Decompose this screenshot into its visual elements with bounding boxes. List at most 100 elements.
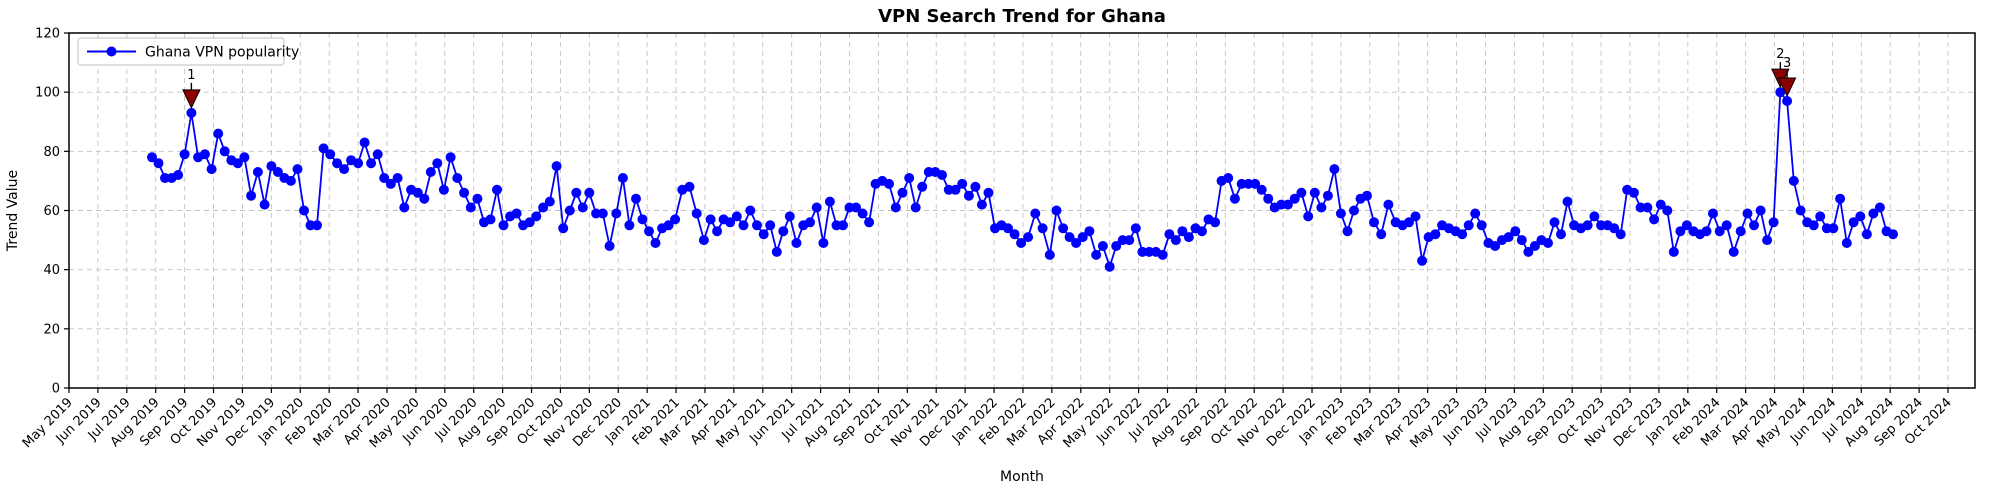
data-point [1362,190,1372,201]
data-point [538,202,549,213]
data-point [1457,229,1468,240]
data-point [644,226,654,237]
data-point [1077,232,1088,243]
data-point [366,158,377,169]
data-point [617,173,628,183]
annotation-label: 2 [1776,47,1784,62]
data-point [698,235,709,246]
data-point [791,238,802,248]
data-point [1742,208,1753,219]
data-point [452,173,463,183]
data-point [1655,199,1666,210]
data-point [784,211,795,222]
data-point [637,214,648,225]
data-point [1476,220,1487,231]
data-point [1430,229,1441,240]
data-point [811,202,822,213]
data-point [597,208,608,219]
data-point [1030,208,1041,219]
data-point [963,190,974,201]
data-point [1529,241,1540,251]
data-point [1111,241,1122,251]
annotation-arrowhead [182,89,201,110]
data-point [498,220,509,231]
data-point [272,167,283,177]
data-point [392,173,403,183]
data-point [1329,164,1340,175]
data-point [1376,229,1387,240]
data-point [544,196,555,207]
data-point [459,187,470,198]
x-axis-label: Month [1000,469,1044,485]
data-point [1064,232,1075,243]
data-point [1164,229,1175,240]
data-point [1023,232,1034,243]
data-point [1157,249,1168,260]
y-axis-label: Trend Value [5,170,21,252]
data-point [1755,205,1766,216]
data-point [705,214,716,225]
data-point [1490,241,1501,251]
data-point [957,178,968,189]
y-tick-label: 60 [43,204,60,219]
data-point [379,173,390,183]
data-point [1084,226,1095,237]
data-point [1009,229,1020,240]
data-point [359,137,370,148]
data-point [1874,202,1885,213]
data-point [745,205,756,216]
data-point [1775,87,1786,98]
grid-lines [68,32,1975,389]
data-point [670,214,681,225]
data-point [1058,223,1069,234]
data-point [232,158,243,169]
data-point [153,158,164,169]
data-point [1642,202,1653,213]
data-point [1223,173,1234,183]
data-point [312,220,322,231]
annotation-label: 1 [187,68,195,83]
data-point [432,158,443,169]
data-point [1091,249,1102,260]
data-point [937,170,947,180]
data-point [186,107,197,118]
data-point [731,211,742,222]
data-point [1183,232,1194,243]
data-point [805,217,815,228]
data-point [1404,217,1414,228]
data-point [266,161,277,172]
data-point [864,217,875,228]
data-point [445,152,456,163]
y-tick-label: 0 [52,382,60,397]
data-point [1615,229,1626,240]
data-point [206,164,217,175]
data-point [1417,255,1428,266]
data-point [511,208,522,219]
data-point [1628,187,1639,198]
data-point [1016,238,1027,248]
data-point [339,164,350,175]
data-point [1044,249,1055,260]
data-point [419,193,430,204]
data-point [684,181,695,192]
data-point [485,214,496,225]
chart-title: VPN Search Trend for Ghana [878,6,1166,27]
data-point [758,229,769,240]
data-point [299,205,309,216]
data-point [1855,211,1866,222]
data-point [1714,226,1725,237]
data-point [1582,220,1593,231]
peak-annotations: 1 23 [182,47,1797,110]
data-point [611,208,622,219]
data-point [1097,241,1108,251]
data-point [584,187,595,198]
data-point [725,217,736,228]
y-tick-label: 20 [43,322,60,337]
data-point [1130,223,1141,234]
annotation-label: 3 [1783,56,1791,71]
data-point [147,152,157,163]
data-point [1263,193,1274,204]
data-point [1303,211,1314,222]
data-point [650,238,661,248]
data-point [1609,223,1620,234]
